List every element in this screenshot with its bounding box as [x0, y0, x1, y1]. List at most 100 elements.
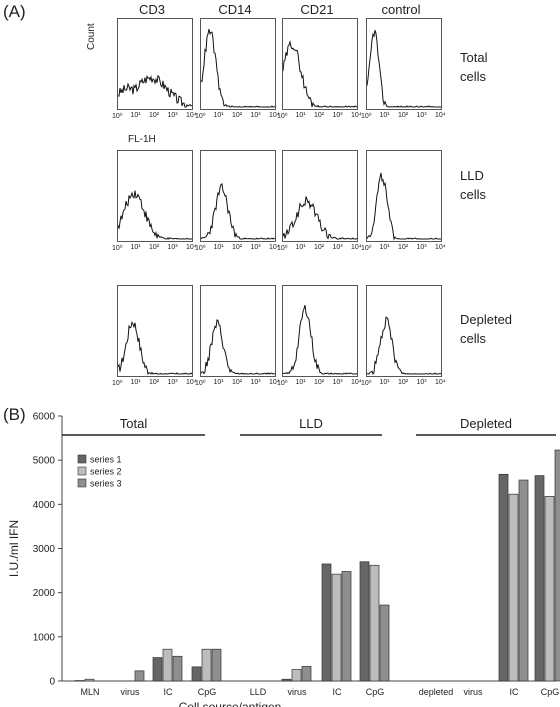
bar-series-3	[518, 479, 529, 682]
panel-a-label: (A)	[3, 2, 26, 21]
histogram-x-tick-label: 10⁴	[269, 112, 280, 119]
legend-swatch	[77, 454, 87, 464]
y-tick-label: 2000	[33, 588, 56, 599]
histogram-cd21-row2	[282, 150, 358, 242]
bar-series-1	[152, 657, 163, 682]
bar-series-3	[341, 571, 352, 682]
column-header-cd3: CD3	[138, 2, 165, 17]
histogram-cd21-row1	[282, 18, 358, 110]
histogram-x-tick-label: 10⁴	[351, 244, 362, 251]
x-tick-label: CpG	[541, 687, 560, 697]
histogram-x-tick-label: 10¹	[213, 379, 224, 386]
x-tick-label: virus	[120, 687, 140, 697]
histogram-x-tick-label: 10⁰	[361, 245, 372, 252]
histogram-x-tick-label: 10⁰	[112, 245, 123, 252]
histogram-line	[200, 319, 276, 375]
bar-series-3	[134, 670, 145, 682]
histogram-trace	[282, 304, 358, 375]
x-tick-label: IC	[510, 687, 520, 697]
y-tick-label: 5000	[33, 456, 56, 467]
histogram-x-tick-label: 10⁰	[277, 245, 288, 252]
x-tick-label: IC	[333, 687, 343, 697]
x-tick-label: LLD	[250, 687, 267, 697]
histogram-line	[366, 316, 442, 376]
histogram-trace	[117, 74, 193, 108]
row-label-total: Total cells	[460, 48, 487, 86]
histogram-control-row2	[366, 150, 442, 242]
histogram-x-tick-label: 10⁴	[351, 112, 362, 119]
histogram-line	[200, 183, 276, 240]
histogram-x-tick-label: 10¹	[379, 112, 390, 119]
histogram-x-tick-label: 10³	[416, 379, 427, 386]
column-header-cd14: CD14	[218, 2, 252, 17]
x-tick-label: IC	[164, 687, 174, 697]
histogram-x-tick-label: 10³	[167, 244, 178, 251]
histogram-x-tick-label: 10⁰	[361, 380, 372, 387]
legend-label: series 1	[90, 455, 122, 465]
histogram-x-tick-label: 10⁰	[277, 113, 288, 120]
histogram-x-tick-label: 10²	[149, 379, 160, 386]
bar-series-2	[291, 669, 302, 682]
histogram-line	[117, 320, 193, 376]
histogram-trace	[366, 29, 441, 108]
x-tick-label: CpG	[198, 687, 217, 697]
row-label-lld-line1: LLD	[460, 168, 484, 183]
histogram-x-tick-label: 10¹	[379, 379, 390, 386]
histogram-cd14-row3	[200, 285, 276, 377]
histogram-line	[366, 29, 441, 108]
histogram-x-tick-label: 10²	[314, 379, 325, 386]
histogram-line	[282, 196, 358, 240]
histogram-x-tick-label: 10⁰	[112, 380, 123, 387]
panel-b-label: (B)	[3, 405, 26, 424]
histogram-x-tick-label: 10¹	[295, 244, 306, 251]
column-header-control: control	[381, 2, 421, 17]
row-label-lld: LLD cells	[460, 166, 486, 204]
histogram-x-tick-label: 10³	[416, 244, 427, 251]
legend-swatch	[77, 478, 87, 488]
histogram-line	[366, 172, 441, 241]
histogram-x-tick-label: 10³	[250, 379, 261, 386]
histogram-x-tick-label: 10⁴	[269, 244, 280, 251]
x-tick-label: virus	[287, 687, 307, 697]
histogram-x-tick-label: 10³	[167, 379, 178, 386]
histogram-x-tick-label: 10¹	[213, 244, 224, 251]
histogram-x-tick-label: 10²	[232, 379, 243, 386]
histogram-x-tick-label: 10¹	[213, 112, 224, 119]
x-tick-label: MLN	[80, 687, 99, 697]
histogram-trace	[200, 183, 276, 240]
histogram-x-tick-label: 10¹	[379, 244, 390, 251]
bar-series-2	[162, 648, 173, 682]
row-label-lld-line2: cells	[460, 187, 487, 202]
histogram-x-tick-label: 10⁴	[186, 112, 197, 119]
histogram-x-tick-label: 10³	[332, 379, 343, 386]
histogram-x-tick-label: 10²	[232, 112, 243, 119]
histogram-cd3-row3	[117, 285, 193, 377]
histogram-control-row3	[366, 285, 442, 377]
histogram-line	[117, 74, 193, 108]
histogram-x-tick-label: 10⁴	[351, 379, 362, 386]
bar-series-3	[554, 449, 560, 682]
histogram-cd3-row1	[117, 18, 193, 110]
histogram-y-axis-label: Count	[86, 23, 97, 50]
histogram-x-tick-label: 10²	[314, 244, 325, 251]
histogram-trace	[200, 28, 276, 108]
histogram-x-tick-label: 10⁰	[277, 380, 288, 387]
bar-series-1	[498, 473, 509, 682]
histogram-trace	[282, 40, 358, 108]
bar-series-3	[172, 655, 183, 682]
bar-series-2	[84, 678, 95, 682]
bar-series-3	[301, 666, 312, 682]
histogram-x-tick-label: 10³	[250, 112, 261, 119]
y-tick-label: 6000	[33, 412, 56, 423]
y-tick-label: 1000	[33, 632, 56, 643]
histogram-trace	[366, 316, 442, 376]
histogram-x-tick-label: 10¹	[130, 244, 141, 251]
bar-series-3	[379, 604, 390, 682]
histogram-x-tick-label: 10²	[398, 112, 409, 119]
histogram-x-tick-label: 10²	[149, 112, 160, 119]
bar-series-1	[281, 678, 292, 682]
histogram-x-tick-label: 10⁰	[112, 113, 123, 120]
legend-swatch	[77, 466, 87, 476]
histogram-line	[200, 28, 276, 108]
histogram-x-tick-label: 10⁴	[269, 379, 280, 386]
